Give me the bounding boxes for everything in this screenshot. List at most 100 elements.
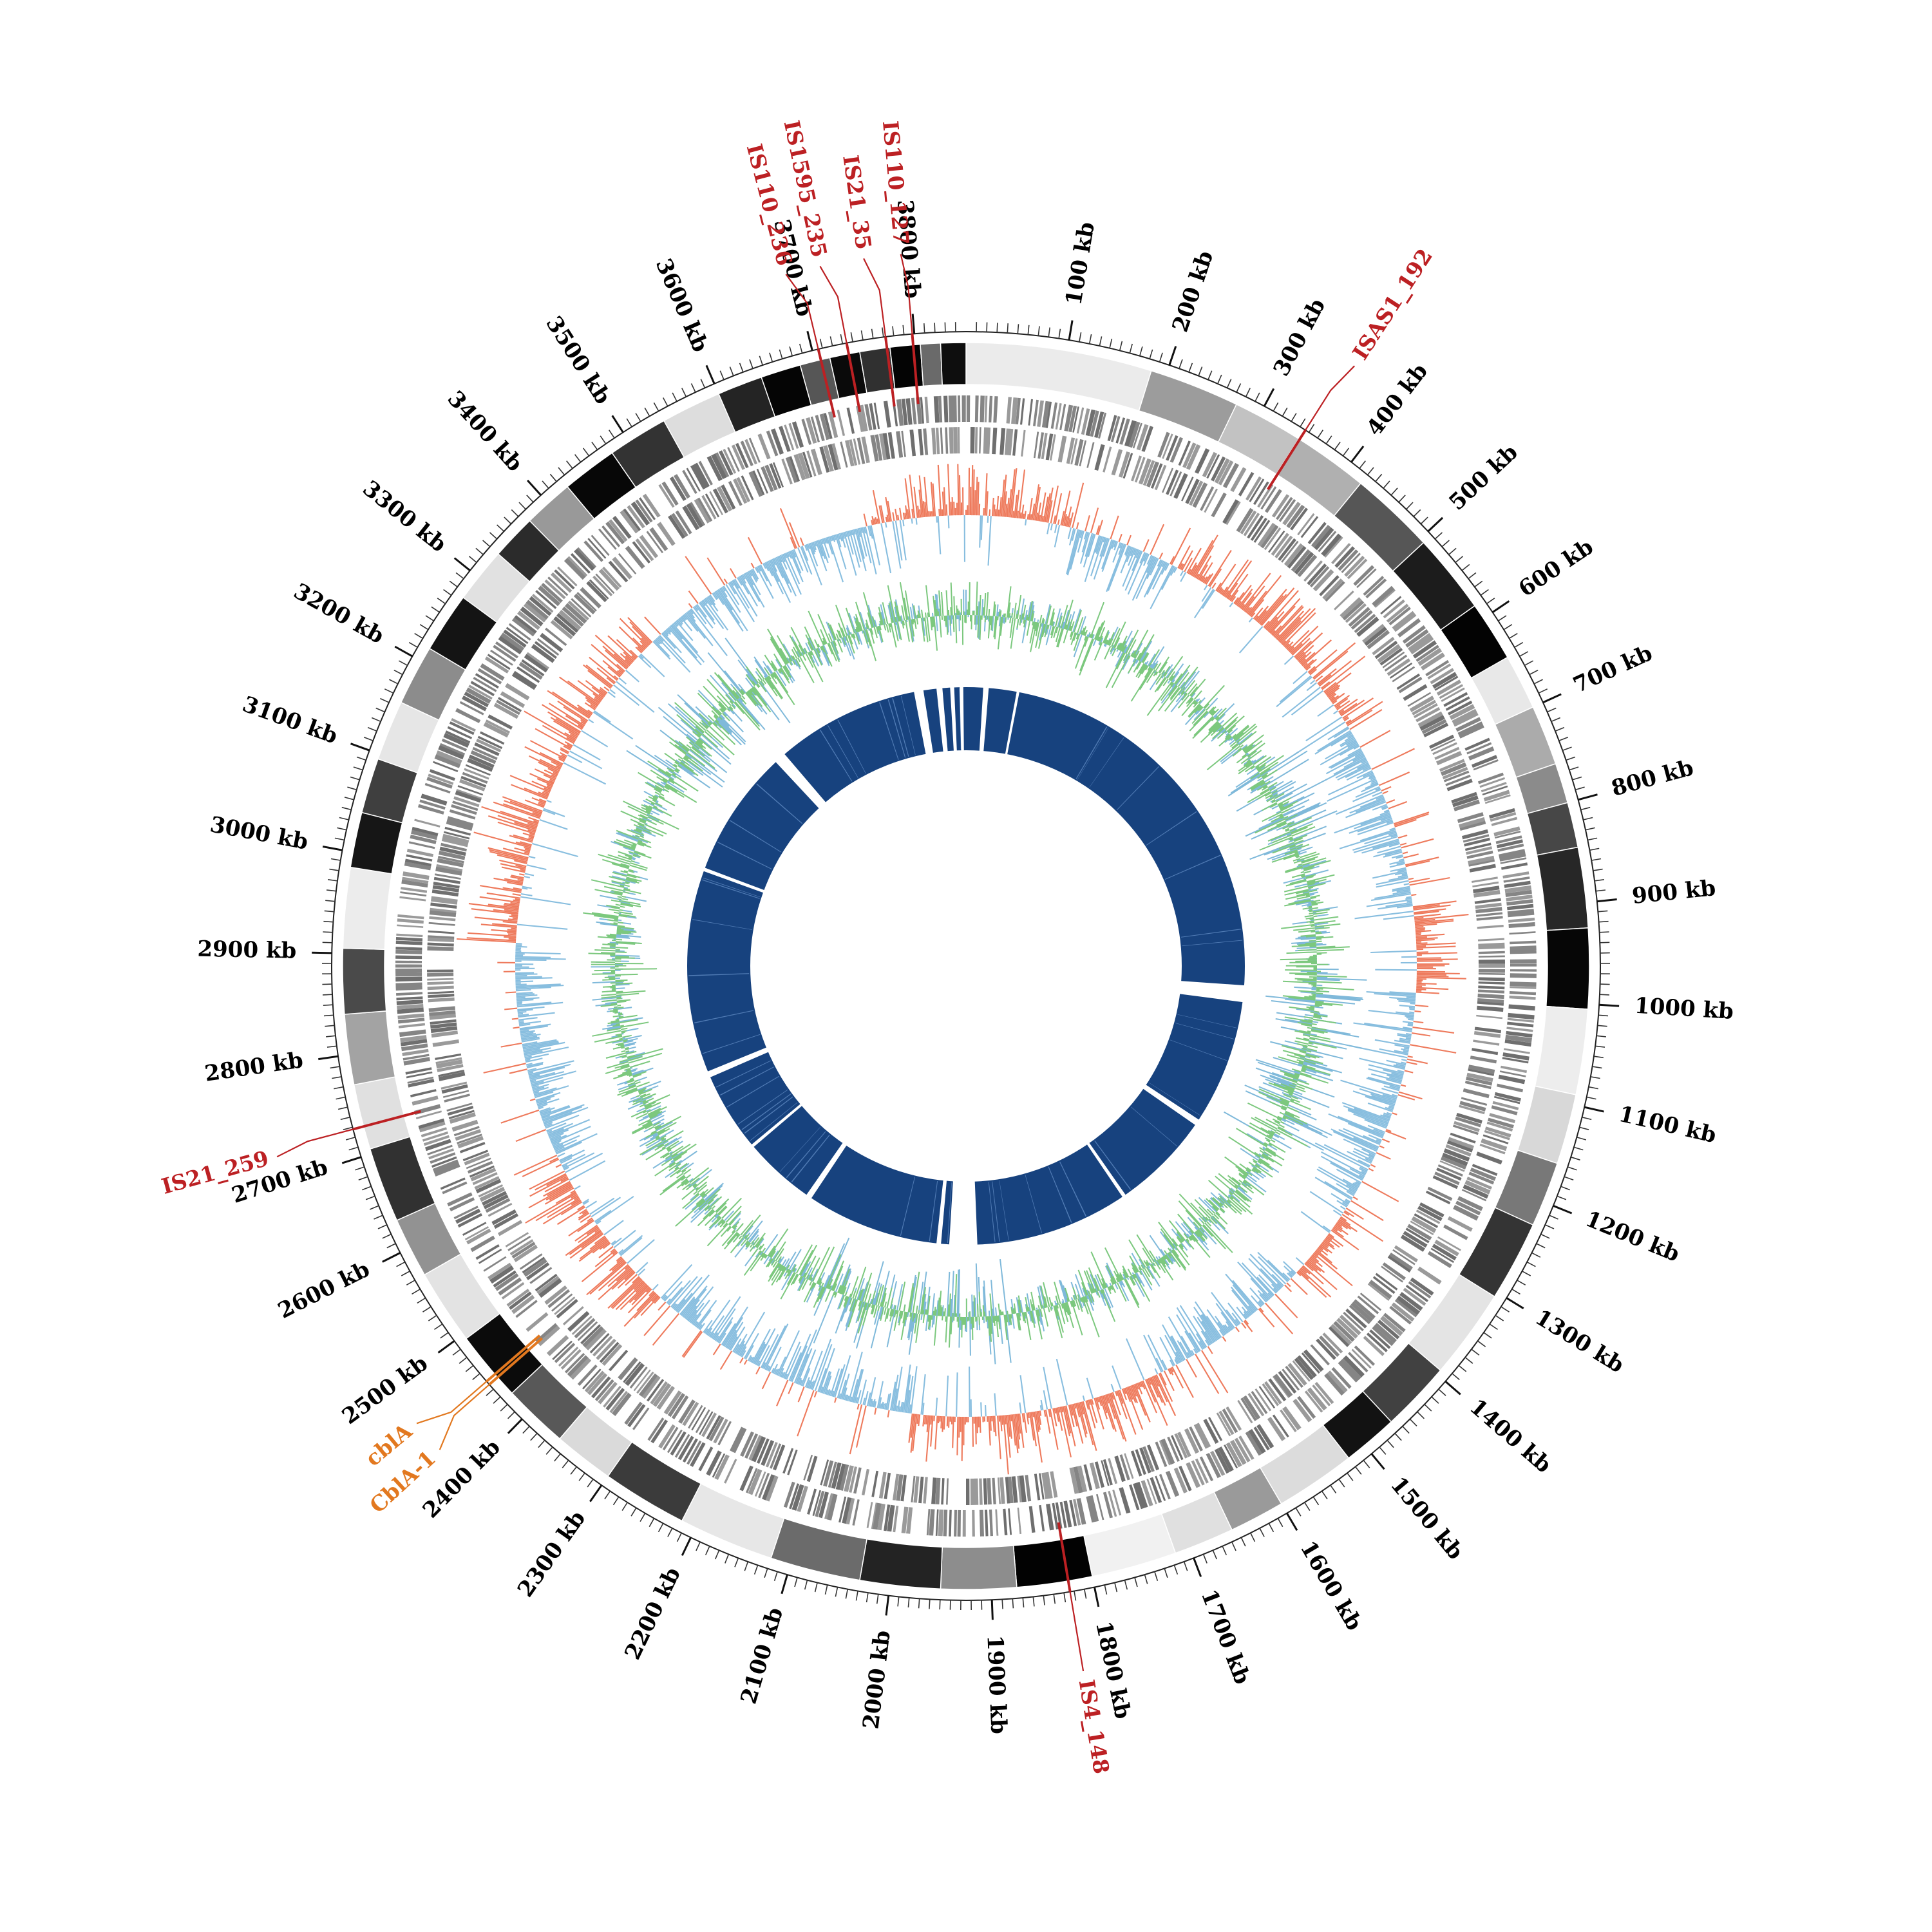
gc-skew-green (583, 582, 1354, 1348)
tick-label: 1500 kb (1385, 1472, 1468, 1565)
annotation-label: IS21_35 (838, 153, 876, 251)
core-ring-gap (749, 1102, 804, 1150)
tick-label: 2300 kb (513, 1506, 591, 1602)
core-ring-gap (936, 685, 948, 755)
tick-label: 1600 kb (1295, 1537, 1367, 1635)
tick-label: 3400 kb (442, 386, 528, 477)
contig-segment (1517, 1085, 1577, 1164)
annotation-mark (1267, 429, 1307, 491)
tick-label: 400 kb (1361, 359, 1433, 441)
tick-label: 2500 kb (337, 1350, 433, 1430)
annotation-mark (352, 1110, 422, 1131)
contig-segment (1083, 1513, 1177, 1577)
contig-segment (344, 1010, 396, 1086)
contig-segment (342, 947, 387, 1015)
tick-label: 300 kb (1269, 294, 1331, 381)
core-ring-gap (979, 684, 989, 755)
core-ring-gap (1141, 1083, 1202, 1127)
core-ring-gap (936, 1177, 947, 1247)
tick-label: 800 kb (1609, 755, 1696, 802)
contig-segment (1536, 846, 1589, 931)
contig-segment (1534, 1005, 1589, 1095)
tick-label: 1300 kb (1531, 1305, 1629, 1379)
contig-segment (1138, 370, 1238, 443)
core-ring-gap (960, 684, 964, 754)
annotation-label: IS110_127 (878, 120, 914, 246)
contig-segment (940, 1545, 1018, 1590)
annotation-leader (439, 1384, 490, 1450)
annotation-mark (488, 1337, 544, 1386)
contig-segment (350, 811, 403, 875)
tick-label: 2900 kb (197, 936, 297, 964)
tick-label: 1400 kb (1464, 1394, 1556, 1478)
tick-label: 2800 kb (203, 1047, 305, 1087)
annotation-leader (276, 1128, 354, 1158)
tick-label: 2600 kb (274, 1256, 374, 1324)
contig-segment (353, 1076, 411, 1150)
tick-label: 200 kb (1168, 248, 1219, 336)
tick-label: 1100 kb (1616, 1101, 1719, 1148)
major-ticks (312, 314, 1620, 1620)
core-ring-gap (1177, 980, 1247, 1003)
tick-label: 3000 kb (208, 811, 310, 855)
core-ring-gap (773, 752, 828, 811)
annotation-leader (863, 258, 887, 337)
tick-label: 600 kb (1514, 534, 1598, 602)
annotation-mark (486, 1334, 541, 1383)
tick-label: 700 kb (1569, 640, 1656, 698)
annotation-mark (1057, 1522, 1072, 1592)
annotation-mark (817, 348, 836, 418)
tick-label: 3300 kb (357, 475, 451, 557)
tick-label: 3600 kb (650, 255, 714, 356)
tick-label: 2100 kb (735, 1605, 788, 1707)
contig-segment (1012, 1535, 1093, 1588)
core-ring-gap (705, 1046, 772, 1079)
annotation-mark (911, 334, 920, 404)
core-ring-gap (1005, 688, 1020, 758)
contig-segment (940, 342, 967, 386)
core-ring (687, 687, 1245, 1245)
core-ring-gap (701, 866, 768, 894)
tick-label: 1900 kb (981, 1634, 1011, 1734)
gc-content-positive (457, 464, 1469, 1475)
contig-segment (859, 1538, 943, 1589)
core-ring-gap (1085, 1140, 1128, 1200)
tick-label: 1700 kb (1196, 1586, 1255, 1688)
tick-circle (331, 331, 1601, 1601)
core-ring-gap (913, 687, 934, 757)
gc-content-negative (515, 515, 1417, 1417)
tick-label: 3500 kb (540, 312, 616, 409)
tick-label: 900 kb (1631, 875, 1717, 909)
tick-label: 500 kb (1444, 439, 1522, 515)
contig-segment (889, 343, 924, 390)
tick-label: 2400 kb (418, 1435, 506, 1524)
tick-label: 2200 kb (620, 1563, 686, 1663)
core-ring-gap (804, 1140, 849, 1201)
annotation-leader (819, 265, 848, 343)
annotation-label: ISAS1_192 (1347, 244, 1437, 365)
annotation-leader (1305, 365, 1355, 431)
contig-segment (965, 342, 1152, 412)
tick-label: 100 kb (1061, 220, 1100, 307)
annotation-leader (785, 274, 819, 350)
annotation-leader (416, 1381, 488, 1425)
tick-label: 1200 kb (1582, 1206, 1683, 1267)
tick-label: 1000 kb (1634, 993, 1734, 1025)
tick-label: 2000 kb (858, 1629, 895, 1731)
contig-segment (1545, 927, 1590, 1010)
gene-bars-outer (396, 395, 1537, 1537)
contig-segment (920, 343, 943, 387)
annotation-leader (1069, 1591, 1084, 1672)
tick-label: 3100 kb (239, 691, 341, 749)
annotation-leader (900, 254, 913, 334)
annotation-mark (884, 336, 896, 407)
annotation-mark (845, 343, 862, 413)
tick-label: 3200 kb (289, 578, 388, 649)
minor-ticks (321, 322, 1611, 1611)
core-ring-gap (950, 684, 957, 754)
core-ring-gap (949, 1178, 978, 1248)
contig-segment (342, 866, 393, 950)
contig-segment (770, 1517, 867, 1581)
